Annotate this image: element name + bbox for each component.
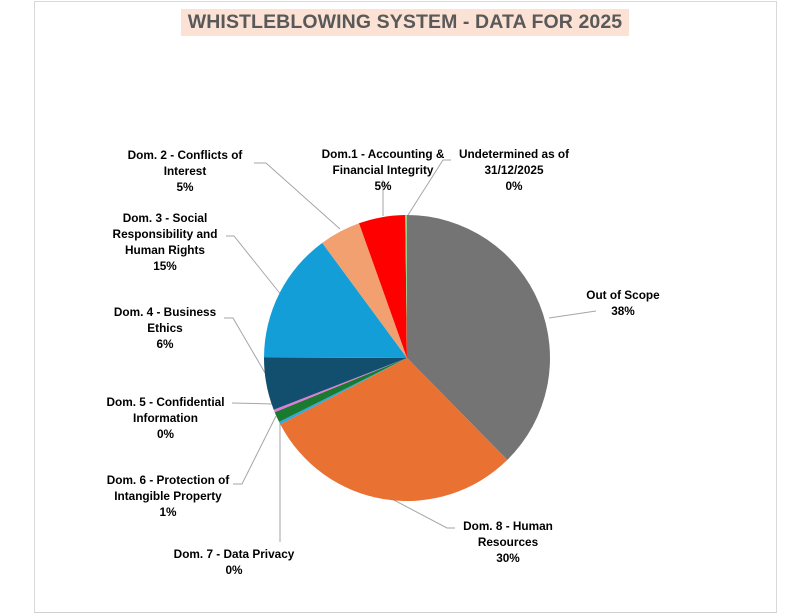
data-label-percent: 38% [611,304,635,318]
data-label-text: Dom. 4 - Business [113,305,217,319]
leader-lines [224,159,597,542]
data-label-percent: 1% [159,505,177,519]
pie-slice [274,358,407,422]
data-label-text: Interest [163,164,207,178]
data-label: Dom. 8 - Human Resources 30% [443,518,573,566]
pie-slice [279,358,407,425]
data-label-percent: 5% [176,180,194,194]
data-label: Out of Scope 38% [568,287,678,319]
leader-line [407,159,451,216]
pie-slice [273,358,407,413]
data-label: Dom. 7 - Data Privacy 0% [160,546,308,578]
leader-line [233,415,277,485]
pie-slice [280,358,508,501]
chart-title: WHISTLEBLOWING SYSTEM - DATA FOR 2025 [180,9,630,36]
data-label-text: Dom. 2 - Conflicts of [127,148,243,162]
pie-slice [322,223,407,358]
data-label-text: Financial Integrity [332,163,434,177]
leader-line [548,310,597,319]
data-label-text: Dom. 8 - Human [463,519,553,533]
data-label-text: Dom. 6 - Protection of [106,473,230,487]
data-label-percent: 5% [374,179,392,193]
leader-line [231,402,274,405]
data-label-text: Dom. 3 - Social [122,211,208,225]
data-label: Dom. 5 - Confidential Information 0% [88,394,243,442]
pie-slice [359,215,407,358]
data-label-text: Undetermined as of [458,147,570,161]
data-label-percent: 0% [225,563,243,577]
data-label-text: Resources [477,535,539,549]
data-label-text: Dom. 7 - Data Privacy [173,547,295,561]
data-label-text: 31/12/2025 [484,163,544,177]
data-label-text: Ethics [147,321,183,335]
data-label-text: Dom. 5 - Confidential [106,395,225,409]
leader-line [226,235,283,297]
pie-slices [264,215,550,501]
data-label-percent: 0% [156,427,175,441]
data-label-percent: 6% [156,337,174,351]
data-label-text: Dom.1 - Accounting & [321,147,445,161]
data-label-text: Intangible Property [114,489,222,503]
leader-line [224,317,269,379]
pie-slice [264,242,407,358]
data-label: Dom. 3 - Social Responsibility and Human R… [100,210,230,274]
data-label: Dom. 4 - Business Ethics 6% [100,304,230,352]
pie-slice [264,357,407,410]
data-label-percent: 30% [496,551,520,565]
data-label-text: Information [133,411,198,425]
data-label-text: Out of Scope [586,288,660,302]
data-label: Dom. 6 - Protection of Intangible Propert… [88,472,248,520]
data-label-text: Responsibility and [112,227,218,241]
chart-title-wrap: WHISTLEBLOWING SYSTEM - DATA FOR 2025 [0,9,810,36]
data-label: Dom.1 - Accounting & Financial Integrity 5… [308,146,458,194]
data-label-text: Human Rights [125,243,205,257]
data-label: Undetermined as of 31/12/2025 0% [448,146,580,194]
data-label-percent: 0% [505,179,523,193]
leader-line [389,497,455,529]
data-label-percent: 15% [153,259,177,273]
pie-slice [407,215,550,460]
data-label: Dom. 2 - Conflicts of Interest 5% [110,147,260,195]
pie-slice [405,215,407,358]
leader-line [254,162,341,230]
